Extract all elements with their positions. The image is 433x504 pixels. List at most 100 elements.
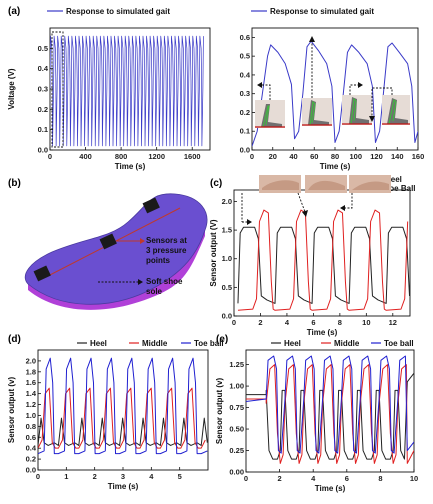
y-tick-label: 0.2 [26,455,36,464]
legend-entry: Heel [385,175,402,184]
y-tick-label: 1.8 [26,367,36,376]
y-tick-label: 1.6 [26,378,36,387]
y-axis-label: Voltage (V) [7,68,16,110]
y-tick-label: 0.0 [240,146,250,155]
y-tick-label: 1.25 [229,360,244,369]
x-axis-label: Time (s) [315,484,346,493]
series-line-toe-ball [38,357,208,455]
y-tick-label: 1.0 [26,411,36,420]
foot-pose-insets [255,95,410,128]
foot-photo-inset [305,175,347,193]
legend-entry: Toe ball [194,339,224,348]
x-tick-label: 4 [311,474,316,483]
x-axis-label: Time (s) [115,162,146,171]
sensor-pad-toe [142,197,160,214]
y-tick-label: 0.3 [38,85,48,94]
foot-pose-inset [302,98,332,126]
x-tick-label: 20 [269,152,277,161]
series-line-heel [237,226,410,304]
x-axis-label: Time (s) [307,328,338,337]
y-tick-label: 0.6 [26,433,36,442]
y-tick-label: 0.1 [38,125,48,134]
insole-top-surface [24,193,208,305]
y-tick-label: 0.50 [229,425,244,434]
x-tick-label: 1600 [184,152,201,161]
panel-label-e: (e) [216,334,228,345]
series-line-response-to-simulated-gait [50,35,204,147]
y-tick-label: 1.0 [222,254,232,263]
series-line-response-to-simulated-gait [252,40,418,147]
y-tick-label: 0.5 [240,52,250,61]
legend-entry: Toe ball [384,339,414,348]
foot-photo-insets [259,175,391,193]
y-tick-label: 0.1 [240,127,250,136]
x-tick-label: 140 [391,152,404,161]
sensor-pad-middle [99,233,117,250]
chart-three-sensor-slow: 0 2 4 6 8 10 0.00 0.25 0.50 0.75 1.00 1.25 Time (s) S… [215,339,418,493]
plot-frame [245,349,415,473]
zoom-region-box [51,31,64,148]
y-axis-label: Sensor output (v) [7,377,16,444]
x-axis-label: Time (s) [108,482,139,491]
x-tick-label: 60 [310,152,318,161]
x-tick-label: 40 [289,152,297,161]
legend-entry: Heel [284,339,301,348]
panel-label-d: (d) [8,334,21,345]
legend-entry: Toe Ball [385,184,416,193]
x-tick-label: 0 [250,152,254,161]
foot-photo-inset [349,175,391,193]
y-tick-label: 0.8 [26,422,36,431]
y-tick-label: 0.0 [38,146,48,155]
y-tick-label: 0.2 [38,105,48,114]
x-tick-label: 2 [258,318,262,327]
x-tick-label: 2 [93,472,97,481]
x-tick-label: 8 [378,474,382,483]
sensor-pad-heel [33,265,51,282]
x-tick-label: 8 [338,318,342,327]
y-tick-label: 1.5 [222,226,232,235]
x-tick-label: 100 [349,152,362,161]
y-tick-label: 0.75 [229,403,244,412]
x-tick-label: 5 [178,472,182,481]
sensors-label-line-2: 3 pressure [146,246,187,255]
y-tick-label: 2.0 [26,356,36,365]
x-tick-label: 0 [36,472,40,481]
plot-frame [251,27,419,151]
x-tick-label: 6 [311,318,315,327]
x-tick-label: 0 [48,152,52,161]
x-tick-label: 2 [278,474,282,483]
series-line-middle [38,387,206,449]
y-tick-label: 1.00 [229,382,244,391]
y-tick-label: 0.2 [240,108,250,117]
y-axis-label: Sensor output (v) [215,378,224,445]
sensors-label-line-1: Sensors at [146,236,187,245]
y-tick-label: 0.4 [38,64,49,73]
y-tick-label: 0.6 [240,33,250,42]
y-tick-label: 0.0 [222,312,232,321]
x-tick-label: 4 [149,472,154,481]
series-line-middle [246,364,414,464]
sole-label-line-2: sole [146,287,163,296]
y-axis-label: Sensor output (V) [209,219,218,286]
panel-label-b: (b) [8,178,21,189]
x-tick-label: 1 [64,472,68,481]
foot-pose-inset [342,95,372,125]
legend-entry: Middle [142,339,168,348]
y-tick-label: 0.25 [229,446,244,455]
y-tick-label: 0.3 [240,89,250,98]
y-tick-label: 0.4 [26,444,37,453]
x-tick-label: 1200 [148,152,165,161]
x-tick-label: 80 [331,152,339,161]
x-tick-label: 10 [362,318,370,327]
chart-voltage-full: 0 400 800 1200 1600 0.0 0.1 0.2 0.3 0.4 0.5 Time (s… [7,7,211,171]
foot-photo-inset [259,175,301,193]
x-tick-label: 3 [121,472,125,481]
panel-label-a: (a) [8,6,20,17]
x-tick-label: 160 [412,152,425,161]
y-tick-label: 0.00 [229,468,244,477]
foot-pose-inset [382,95,410,125]
y-tick-label: 1.4 [26,389,37,398]
x-tick-label: 6 [345,474,349,483]
sensors-label-line-3: points [146,256,171,265]
